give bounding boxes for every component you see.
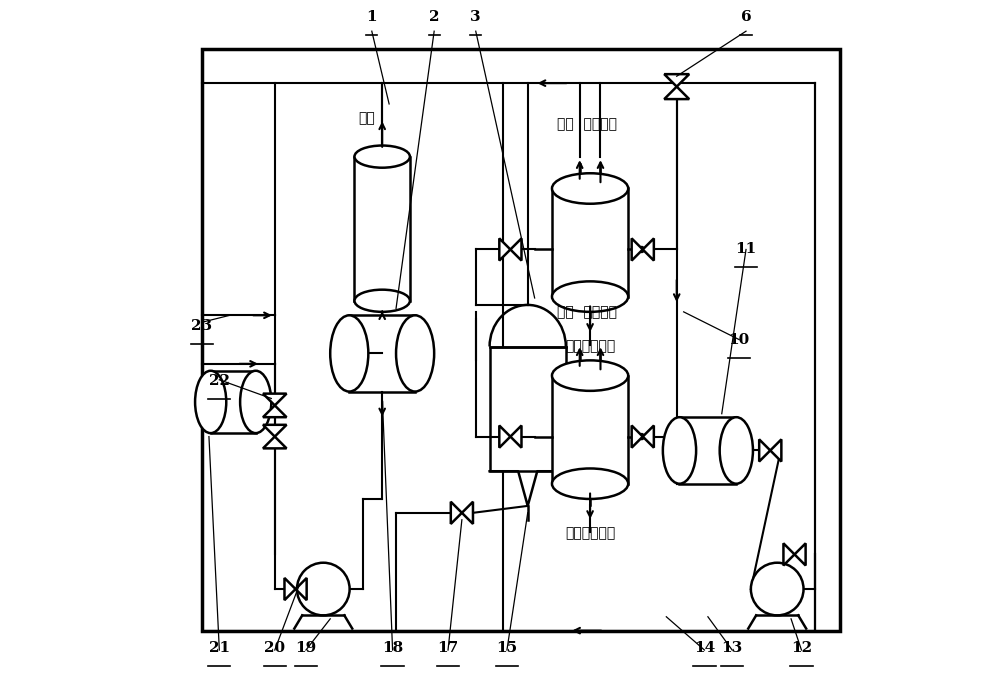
Polygon shape — [664, 87, 689, 99]
Text: 14: 14 — [694, 641, 715, 655]
Text: 18: 18 — [382, 641, 403, 655]
Text: 22: 22 — [209, 374, 230, 388]
Text: 3: 3 — [470, 10, 481, 24]
Text: 23: 23 — [191, 319, 213, 333]
Polygon shape — [263, 437, 287, 448]
Text: 6: 6 — [741, 10, 751, 24]
Polygon shape — [783, 543, 795, 565]
Polygon shape — [770, 439, 781, 462]
Text: 蒸汽  磷盐母液: 蒸汽 磷盐母液 — [557, 305, 617, 319]
Ellipse shape — [396, 315, 434, 392]
Text: 13: 13 — [722, 641, 743, 655]
Ellipse shape — [240, 371, 271, 433]
Circle shape — [751, 563, 804, 615]
Polygon shape — [451, 502, 462, 524]
Polygon shape — [499, 238, 510, 261]
Text: 12: 12 — [791, 641, 812, 655]
Ellipse shape — [552, 281, 628, 312]
Polygon shape — [263, 425, 287, 437]
Ellipse shape — [354, 146, 410, 168]
Ellipse shape — [663, 417, 696, 484]
Ellipse shape — [552, 360, 628, 391]
Text: 10: 10 — [728, 333, 750, 346]
Text: 2: 2 — [429, 10, 439, 24]
Ellipse shape — [354, 290, 410, 312]
Text: 1: 1 — [366, 10, 377, 24]
Ellipse shape — [195, 371, 226, 433]
Polygon shape — [263, 405, 287, 417]
Text: 19: 19 — [295, 641, 317, 655]
Bar — [211, 371, 256, 433]
Polygon shape — [499, 426, 510, 448]
Polygon shape — [296, 578, 307, 600]
Polygon shape — [263, 394, 287, 405]
Polygon shape — [643, 426, 654, 448]
Text: 浓缩磷盐母液: 浓缩磷盐母液 — [565, 527, 615, 541]
Circle shape — [297, 563, 350, 615]
Polygon shape — [510, 238, 521, 261]
Bar — [552, 188, 628, 297]
Bar — [490, 346, 566, 471]
Bar — [679, 417, 736, 484]
Ellipse shape — [552, 173, 628, 204]
Ellipse shape — [720, 417, 753, 484]
Ellipse shape — [330, 315, 368, 392]
Polygon shape — [795, 543, 806, 565]
Bar — [349, 315, 415, 392]
Text: 17: 17 — [437, 641, 459, 655]
Polygon shape — [284, 578, 296, 600]
Polygon shape — [632, 238, 643, 261]
Text: 蒸汽  磷盐母液: 蒸汽 磷盐母液 — [557, 118, 617, 132]
Text: 浓缩磷盐母液: 浓缩磷盐母液 — [565, 340, 615, 353]
Ellipse shape — [552, 468, 628, 499]
Text: 20: 20 — [264, 641, 285, 655]
Polygon shape — [510, 426, 521, 448]
Bar — [202, 49, 840, 631]
Text: 放空: 放空 — [358, 111, 375, 125]
Text: 11: 11 — [735, 243, 757, 256]
Polygon shape — [759, 439, 770, 462]
Polygon shape — [632, 426, 643, 448]
Polygon shape — [643, 238, 654, 261]
Bar — [552, 376, 628, 484]
Text: 15: 15 — [496, 641, 517, 655]
Polygon shape — [462, 502, 473, 524]
Polygon shape — [664, 74, 689, 87]
Text: 21: 21 — [209, 641, 230, 655]
Bar — [354, 157, 410, 301]
